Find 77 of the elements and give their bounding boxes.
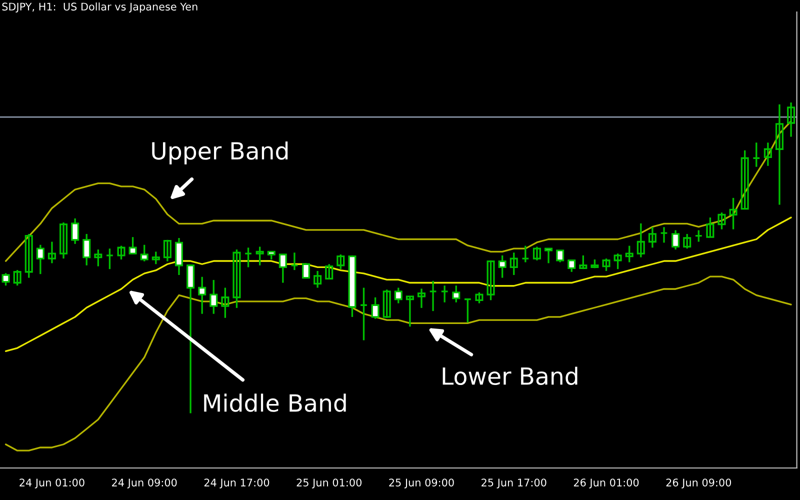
candlestick	[394, 286, 402, 304]
candlestick	[290, 252, 298, 271]
candlestick	[163, 239, 172, 262]
candlestick	[336, 254, 345, 270]
candlestick	[94, 248, 102, 268]
candlestick	[486, 260, 495, 302]
candlestick	[174, 237, 183, 276]
candlestick	[117, 244, 126, 260]
x-tick-label: 26 Jun 09:00	[666, 478, 732, 488]
candlestick	[417, 288, 426, 309]
candlestick	[752, 142, 760, 168]
annotation: Lower Band	[442, 366, 578, 386]
candlestick	[71, 218, 80, 245]
candlestick	[532, 246, 541, 262]
candlestick	[775, 104, 784, 206]
candlestick	[579, 254, 588, 270]
candlestick	[464, 298, 472, 324]
candlestick	[232, 248, 241, 309]
candlestick	[475, 292, 484, 304]
candlestick	[694, 229, 703, 243]
candlestick	[625, 244, 634, 264]
candlestick	[106, 248, 114, 270]
candlestick	[198, 276, 206, 315]
candlestick	[614, 252, 622, 270]
x-tick-label: 25 Jun 01:00	[296, 478, 362, 488]
candlestick	[36, 244, 44, 275]
candlestick	[382, 288, 391, 319]
candlestick	[740, 150, 749, 210]
candlestick	[140, 244, 148, 262]
chart-title: SDJPY, H1: US Dollar vs Japanese Yen	[2, 2, 198, 13]
candlestick	[360, 286, 368, 342]
candlestick	[498, 254, 506, 279]
candlestick	[371, 296, 380, 320]
candlestick	[521, 244, 530, 264]
candlestick	[510, 252, 518, 276]
x-tick-label: 24 Jun 09:00	[112, 478, 177, 488]
candlestick	[683, 233, 692, 250]
candlestick	[13, 269, 22, 286]
candlestick	[636, 222, 645, 258]
candlestick	[325, 263, 334, 280]
candlestick	[256, 246, 264, 266]
candlestick	[244, 246, 252, 268]
x-tick-label: 25 Jun 17:00	[482, 478, 546, 488]
candlestick	[440, 284, 449, 304]
candlestick	[718, 212, 726, 230]
candlestick	[648, 226, 656, 248]
candlestick	[24, 233, 33, 279]
candlestick	[429, 280, 438, 312]
x-tick-label: 24 Jun 01:00	[20, 478, 84, 488]
candlestick	[729, 197, 738, 230]
candlestick	[210, 279, 218, 315]
x-tick-label: 26 Jun 01:00	[574, 478, 639, 488]
candlestick	[556, 250, 564, 264]
candlestick	[128, 236, 137, 254]
candlestick	[452, 284, 460, 304]
candlestick	[152, 250, 160, 265]
candlestick	[82, 233, 91, 266]
candlestick	[2, 272, 10, 286]
candlestick	[602, 258, 610, 272]
candlestick	[787, 102, 796, 138]
candlestick	[60, 222, 68, 260]
candlestick	[278, 254, 287, 284]
candlestick	[660, 226, 668, 244]
candlestick	[221, 286, 230, 319]
candlestick	[706, 216, 714, 238]
candlestick	[672, 229, 680, 250]
candlestick	[406, 296, 414, 328]
candlestick	[302, 262, 310, 279]
candlestick	[314, 270, 322, 289]
candlestick	[568, 260, 576, 273]
candlestick	[544, 248, 553, 264]
candlestick	[764, 142, 772, 167]
annotation: Upper Band	[152, 141, 288, 164]
annotation: Middle Band	[204, 394, 346, 412]
candlestick	[48, 240, 56, 264]
x-tick-label: 24 Jun 17:00	[204, 478, 270, 488]
x-tick-label: 25 Jun 09:00	[389, 478, 454, 488]
